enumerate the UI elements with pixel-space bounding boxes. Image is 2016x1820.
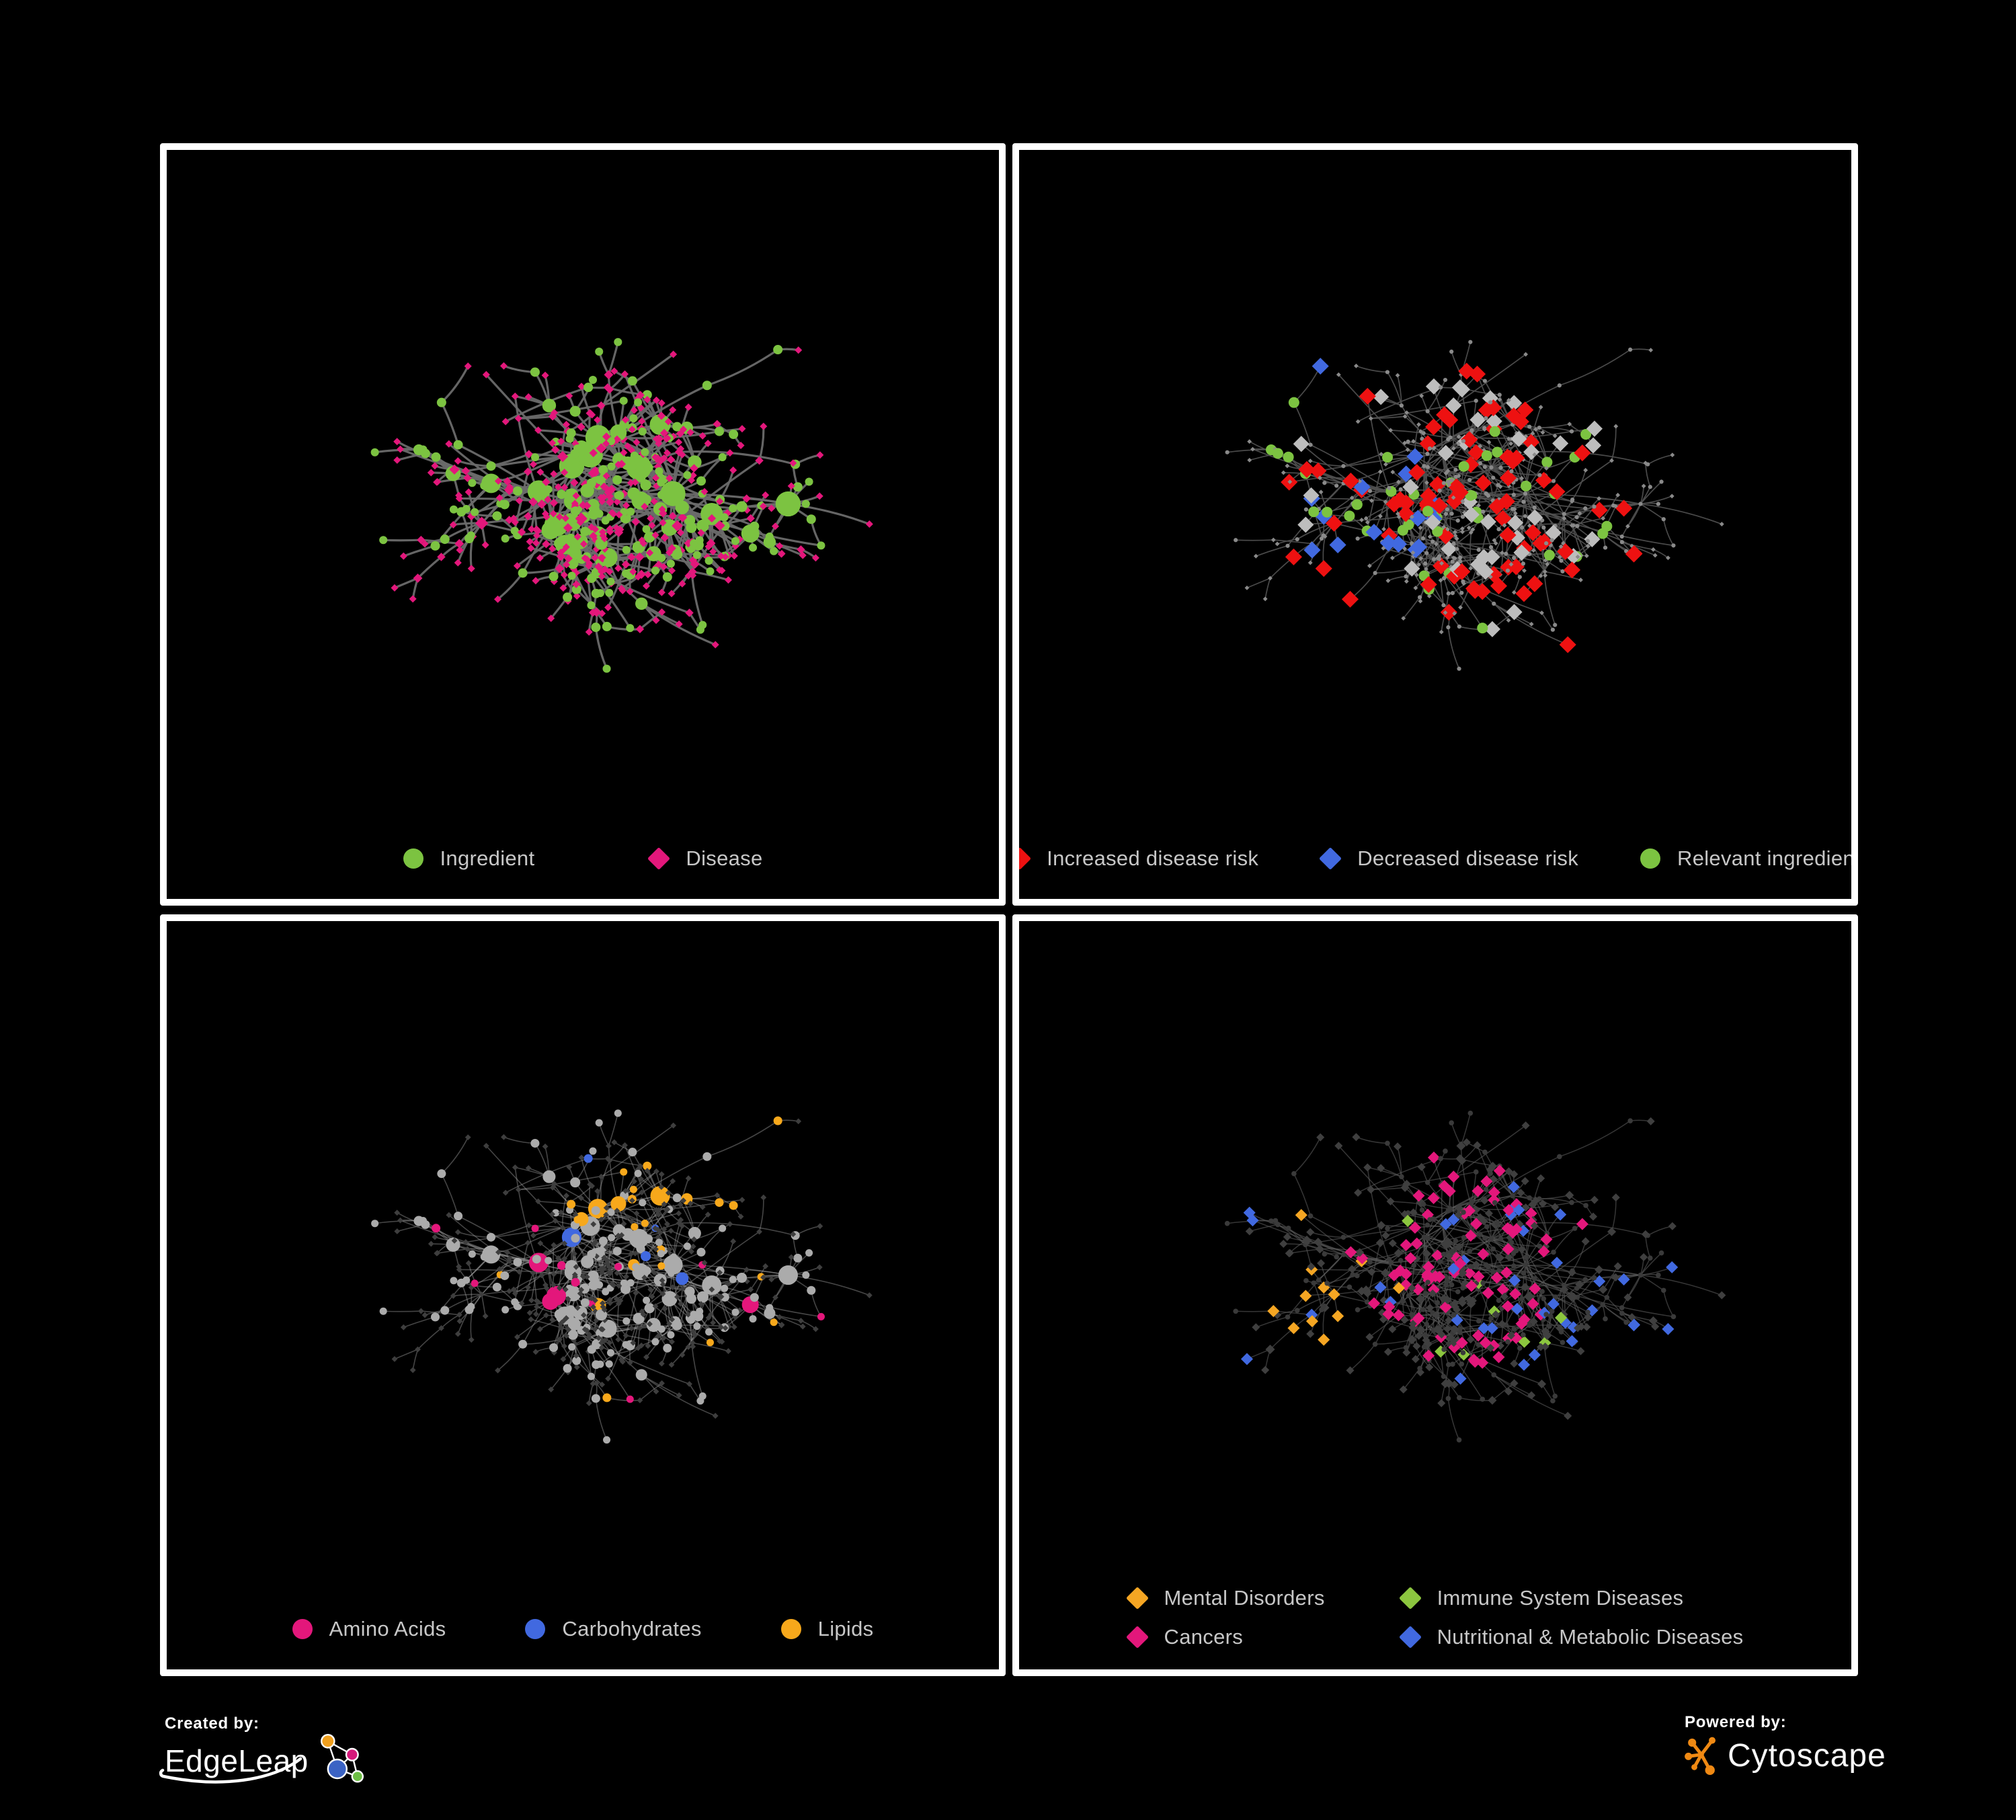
legend-item: Mental Disorders xyxy=(1125,1586,1325,1610)
legend-label: Amino Acids xyxy=(329,1617,446,1640)
legend-item: Cancers xyxy=(1125,1625,1325,1649)
ingredient-legend-marker xyxy=(403,848,424,869)
edgeleap-wordmark: EdgeLeap xyxy=(165,1743,309,1778)
lipids-legend-marker xyxy=(780,1619,801,1639)
cancers-legend-marker xyxy=(1125,1626,1149,1649)
edgeleap-branding: Created by: EdgeLeap xyxy=(159,1714,487,1787)
legend-item: Decreased disease risk xyxy=(1319,846,1579,871)
panel-ingredient-disease: Ingredient Disease xyxy=(160,143,1006,906)
legend-label: Cancers xyxy=(1164,1625,1244,1649)
legend-item: Relevant ingredient xyxy=(1640,846,1858,871)
panel-metabolite-classes: Amino Acids Carbohydrates Lipids xyxy=(160,914,1006,1676)
decreased-risk-legend-marker xyxy=(1319,846,1342,870)
relevant-ingredient-legend-marker xyxy=(1640,848,1661,869)
legend-disease-classes: Mental Disorders Immune System Diseases … xyxy=(1019,1586,1851,1649)
legend-label: Immune System Diseases xyxy=(1437,1586,1684,1610)
legend-item: Increased disease risk xyxy=(1019,846,1259,871)
legend-item: Amino Acids xyxy=(292,1617,446,1641)
nutritional-diseases-legend-marker xyxy=(1398,1626,1422,1649)
legend-disease-risk: Increased disease risk Decreased disease… xyxy=(1019,846,1851,871)
cytoscape-logo-icon xyxy=(1685,1737,1716,1775)
legend-label: Carbohydrates xyxy=(562,1617,702,1640)
legend-metabolite-classes: Amino Acids Carbohydrates Lipids xyxy=(167,1617,999,1641)
legend-item: Immune System Diseases xyxy=(1398,1586,1744,1610)
legend-label: Nutritional & Metabolic Diseases xyxy=(1437,1625,1744,1649)
network-graph-disease-classes xyxy=(1224,1110,1726,1442)
edgeleap-swoosh xyxy=(159,1757,303,1784)
powered-by-label: Powered by: xyxy=(1685,1713,1787,1731)
mental-disorders-legend-marker xyxy=(1125,1587,1149,1610)
disease-legend-marker xyxy=(647,846,671,870)
edgeleap-logo-icon xyxy=(320,1734,364,1783)
legend-label: Mental Disorders xyxy=(1164,1586,1325,1610)
cytoscape-branding: Powered by: Cytoscape xyxy=(1685,1713,1886,1775)
legend-label: Ingredient xyxy=(440,846,535,870)
legend-label: Lipids xyxy=(817,1617,874,1640)
panel-disease-classes: Mental Disorders Immune System Diseases … xyxy=(1012,914,1858,1676)
carbohydrates-legend-marker xyxy=(525,1619,546,1639)
increased-risk-legend-marker xyxy=(1019,846,1032,870)
legend-label: Disease xyxy=(686,846,763,870)
network-graph-metabolite-classes xyxy=(371,1109,873,1443)
network-graph-ingredient-disease xyxy=(370,338,873,673)
legend-label: Relevant ingredient xyxy=(1677,846,1858,870)
network-graph-disease-risk xyxy=(1225,340,1724,671)
legend-label: Increased disease risk xyxy=(1047,846,1259,870)
legend-item: Carbohydrates xyxy=(525,1617,701,1641)
cytoscape-wordmark: Cytoscape xyxy=(1728,1737,1886,1774)
legend-item: Lipids xyxy=(780,1617,874,1641)
amino-acids-legend-marker xyxy=(292,1619,313,1639)
legend-ingredient-disease: Ingredient Disease xyxy=(167,846,999,871)
panel-disease-risk: Increased disease risk Decreased disease… xyxy=(1012,143,1858,906)
legend-label: Decreased disease risk xyxy=(1357,846,1579,870)
legend-item: Ingredient xyxy=(403,846,535,871)
created-by-label: Created by: xyxy=(165,1714,259,1733)
immune-diseases-legend-marker xyxy=(1398,1587,1422,1610)
legend-item: Disease xyxy=(647,846,763,871)
legend-item: Nutritional & Metabolic Diseases xyxy=(1398,1625,1744,1649)
figure-panels: Ingredient Disease Increased disease ris… xyxy=(160,143,1858,1676)
